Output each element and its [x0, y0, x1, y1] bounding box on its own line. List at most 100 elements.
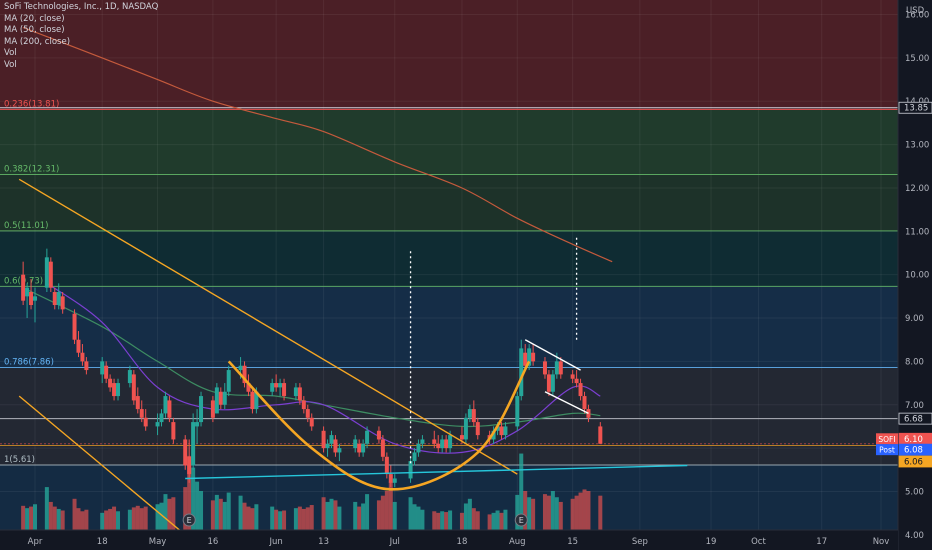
time-tick: 19 [706, 537, 717, 547]
candle [408, 456, 413, 483]
volume-bar [135, 505, 140, 530]
volume-bar [523, 491, 528, 530]
volume-bar [282, 510, 287, 530]
ma200-line [22, 26, 613, 263]
volume-bar [388, 481, 393, 530]
candle [519, 339, 524, 401]
price-tick: 16.00 [905, 11, 929, 21]
fib-label: 0.382(12.31) [4, 165, 59, 175]
candle-body [108, 378, 113, 388]
candle [270, 378, 275, 397]
candle-body [127, 370, 132, 384]
price-label-tag [876, 433, 898, 445]
volume-bar [191, 467, 196, 530]
candle [60, 292, 65, 314]
candle [384, 452, 389, 479]
volume-bar [195, 481, 200, 530]
time-tick: 18 [457, 537, 468, 547]
legend-vol-2[interactable]: Vol [4, 59, 17, 70]
volume-bar [408, 497, 413, 530]
candle-body [29, 292, 34, 306]
candle-body [155, 422, 160, 427]
candle-body [104, 365, 109, 379]
candle-body [463, 417, 468, 440]
candle-body [33, 296, 37, 301]
price-label-value: 6.08 [904, 446, 923, 456]
volume-bar [226, 492, 231, 530]
candle [475, 417, 480, 440]
volume-bar [116, 511, 121, 530]
candle-body [199, 396, 204, 423]
time-axis: Apr 18 May 16 Jun 13 Jul 18 Aug 15 Sep 19 Oct 17 Nov [0, 529, 898, 550]
candle [195, 409, 200, 444]
candle [167, 396, 172, 423]
candle-body [444, 439, 449, 449]
candle-body [471, 409, 476, 423]
candle [420, 435, 425, 449]
volume-bar [171, 497, 176, 530]
candle [242, 361, 247, 388]
candle-body [459, 435, 464, 440]
candle [108, 374, 113, 392]
candle-body [80, 352, 85, 362]
legend-ma50[interactable]: MA (50, close) [4, 25, 65, 36]
ma20-line [46, 282, 601, 454]
candle [76, 331, 81, 358]
candle-body [60, 296, 65, 310]
fib-zones [0, 0, 898, 530]
candle-body [376, 430, 381, 440]
volume-bar [459, 512, 464, 530]
candle [80, 344, 85, 366]
candle-body [274, 383, 279, 388]
volume-bar [416, 506, 421, 530]
flag-lower [544, 391, 589, 415]
candle [100, 357, 105, 384]
volume-bar [112, 506, 117, 530]
candle [305, 404, 310, 423]
candle-body [503, 426, 508, 436]
volume-bar [578, 492, 583, 530]
candle [499, 422, 504, 440]
price-label: 6.68 [898, 412, 932, 425]
volume-bar [499, 512, 504, 530]
price-tick: 12.00 [905, 184, 929, 194]
time-tick: 17 [816, 537, 827, 547]
volume-bar [321, 497, 326, 530]
volume-bar [21, 505, 26, 530]
volume-bar [214, 494, 219, 530]
fib-label: 0.5(11.01) [4, 221, 48, 231]
candle [471, 400, 476, 427]
candle [440, 435, 445, 453]
candle [155, 413, 160, 436]
support-line [185, 464, 688, 480]
candle [21, 261, 26, 306]
candle [218, 387, 223, 410]
fib-zone [0, 230, 898, 287]
candle [436, 435, 441, 453]
volume-bar [475, 511, 480, 530]
volume-bar [48, 501, 53, 530]
volume-bar [218, 498, 223, 530]
volume-bar [187, 455, 192, 530]
legend-vol[interactable]: Vol [4, 48, 17, 59]
candle [329, 430, 334, 449]
candle [226, 365, 231, 397]
candle [558, 357, 563, 379]
candle-body [116, 383, 121, 397]
symbol-title[interactable]: SoFi Technologies, Inc., 1D, NASDAQ [4, 2, 159, 12]
legend-ma20[interactable]: MA (20, close) [4, 13, 65, 24]
volume-bar [76, 508, 81, 530]
candle [515, 391, 520, 431]
candle [116, 378, 121, 401]
candle-body [392, 478, 397, 483]
candle [171, 417, 176, 444]
candle [570, 370, 575, 384]
legend-ma200[interactable]: MA (200, close) [4, 36, 71, 47]
volume-bar [392, 501, 397, 530]
volume-bar [471, 508, 476, 530]
candle [432, 430, 437, 449]
volume-bar [274, 509, 279, 530]
volume-bar [254, 504, 259, 530]
earnings-label: E [519, 516, 524, 525]
